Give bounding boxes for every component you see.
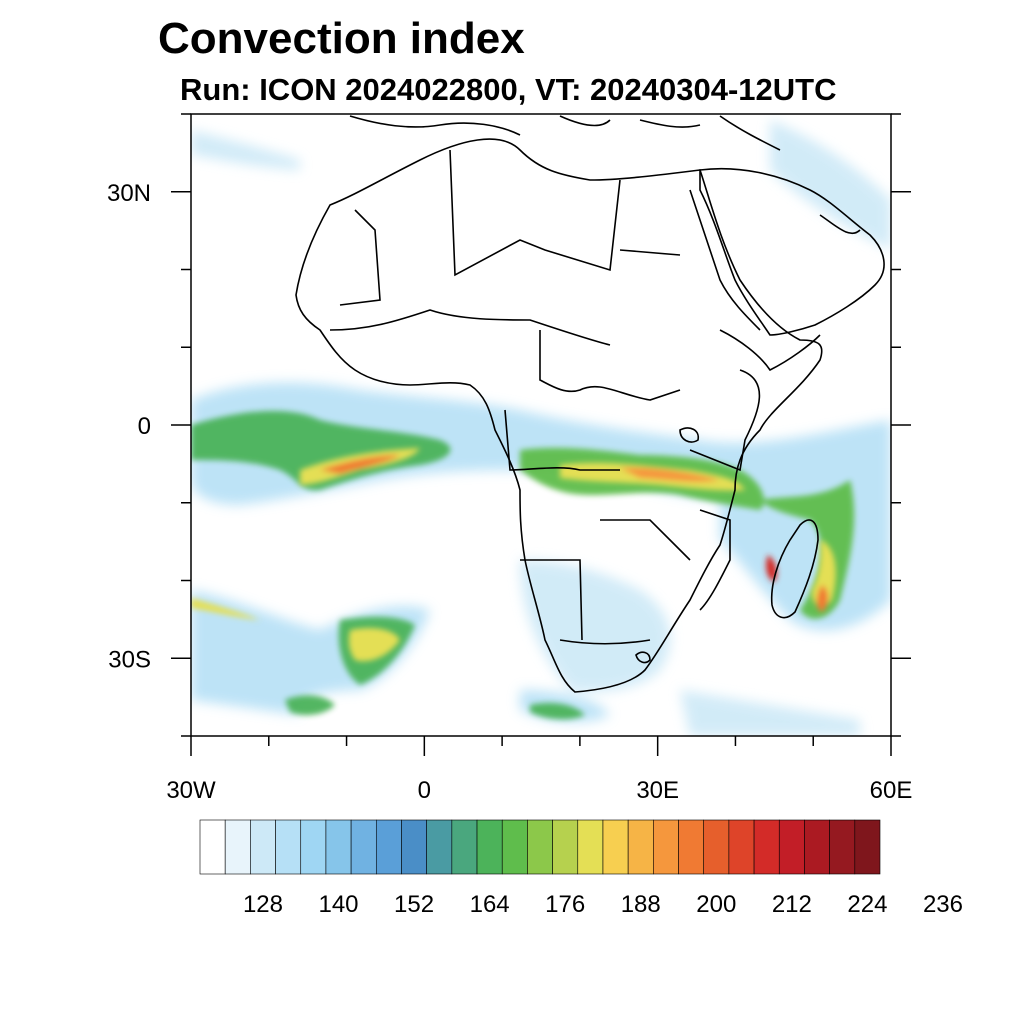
europe-coast [349,115,781,151]
lat-tick-label: 30N [107,180,151,207]
border-south-3 [559,639,651,645]
lon-tick-label: 30E [636,777,679,804]
lon-tick-label: 0 [418,777,431,804]
colorbar-swatch [627,819,654,875]
colorbar-label: 236 [923,891,963,918]
colorbar-swatch [778,819,805,875]
colorbar-swatch [854,819,881,875]
lake-victoria [679,427,700,443]
colorbar-swatch [199,819,226,875]
colorbar-swatch [401,819,427,875]
colorbar-label: 164 [470,891,510,918]
border-sahel [329,309,611,346]
madagascar-coastline [770,519,819,619]
border-north-2 [449,149,621,277]
madagascar-core-orange [816,585,828,612]
africa-core-orange [620,467,720,482]
persian-gulf [819,214,861,235]
cape-green [530,703,585,720]
border-south-1 [520,559,583,641]
lat-tick-label: 0 [138,413,151,440]
ne-corner-light [770,120,891,250]
axis-ticks [171,113,911,756]
lat-tick-label: 30S [108,646,151,673]
atlantic-core-orange [320,455,400,474]
colorbar-swatch [224,819,251,875]
border-congo [504,409,620,471]
colorbar-swatch [325,819,352,875]
colorbar-swatch [602,819,629,875]
north-top-band-light [191,130,300,170]
colorbar-swatch [275,819,302,875]
map-subtitle: Run: ICON 2024022800, VT: 20240304-12UTC [180,72,837,107]
border-central [539,330,681,401]
red-sea [689,189,761,331]
colorbar-swatch [678,819,705,875]
colorbar-label: 224 [847,891,887,918]
colorbar-swatch [804,819,830,875]
sw-band-yellow [191,598,260,620]
arabia-coastline [699,167,885,336]
colorbar-swatch [753,819,780,875]
madagascar-core-yellow [811,540,836,607]
colorbar-swatch [577,819,604,875]
lon-tick-label: 30W [166,777,216,804]
colorbar-swatch [527,819,553,875]
colorbar-swatch [375,819,402,875]
colorbar-label: 176 [545,891,585,918]
lon-tick-label: 60E [870,777,913,804]
border-east [689,369,761,472]
border-horn [719,329,821,372]
colorbar-swatch [426,819,453,875]
border-mozambique [699,509,731,611]
colorbar-label: 212 [772,891,812,918]
colorbar-label: 140 [318,891,358,918]
colorbar-swatch [703,819,730,875]
sw-atlantic-core-yellow [348,628,400,662]
colorbar-swatch [250,819,276,875]
colorbar-swatch [829,819,856,875]
colorbar-swatch [350,819,377,875]
atlantic-band-green [191,410,451,491]
colorbar-label: 188 [621,891,661,918]
southern-africa-light [520,560,671,692]
colorbar [199,819,881,875]
colorbar-swatch [728,819,755,875]
colorbar-swatch [552,819,579,875]
border-south-2 [600,519,691,561]
map-title: Convection index [158,14,525,63]
africa-coastline [295,138,823,693]
colorbar-label: 200 [696,891,736,918]
colorbar-swatch [476,819,503,875]
colorbar-swatch [451,819,478,875]
colorbar-label: 128 [243,891,283,918]
border-north-3 [619,249,681,256]
coastlines-borders [295,115,885,693]
colorbar-swatch [501,819,528,875]
border-north-1 [339,209,381,306]
south-atlantic-green [285,695,335,716]
colorbar-swatch [300,819,327,875]
lesotho [635,651,651,664]
colorbar-label: 152 [394,891,434,918]
colorbar-swatch [653,819,679,875]
colorbar-labels: 128 140 152 164 176 188 200 212 224 236 [243,891,963,918]
axis-tick-labels: 30W 0 30E 60E 30N 0 30S [107,180,912,804]
convection-field [191,120,891,736]
south-tail-light [680,690,860,736]
